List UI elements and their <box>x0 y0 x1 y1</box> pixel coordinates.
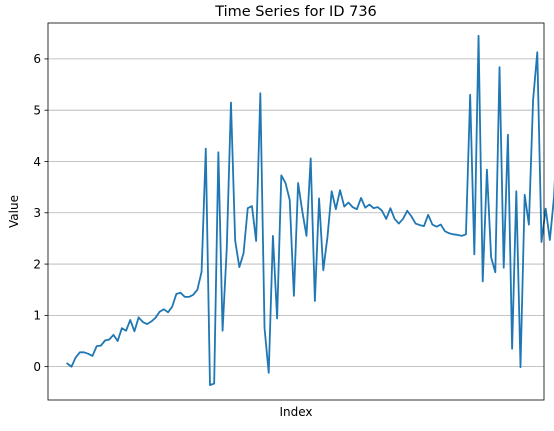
y-tick-label: 5 <box>33 103 41 117</box>
chart-title: Time Series for ID 736 <box>214 4 377 20</box>
y-axis-ticks: 0 1 2 3 4 5 6 <box>33 52 48 374</box>
y-tick-label: 3 <box>33 206 41 220</box>
y-tick-label: 4 <box>33 155 41 169</box>
y-tick-label: 2 <box>33 257 41 271</box>
series-layer <box>67 36 554 385</box>
axes-frame <box>48 23 544 400</box>
series-line <box>67 36 554 385</box>
y-tick-label: 0 <box>33 360 41 374</box>
y-axis-label: Value <box>7 195 21 228</box>
x-axis-label: Index <box>279 405 312 419</box>
y-tick-label: 1 <box>33 309 41 323</box>
y-tick-label: 6 <box>33 52 41 66</box>
